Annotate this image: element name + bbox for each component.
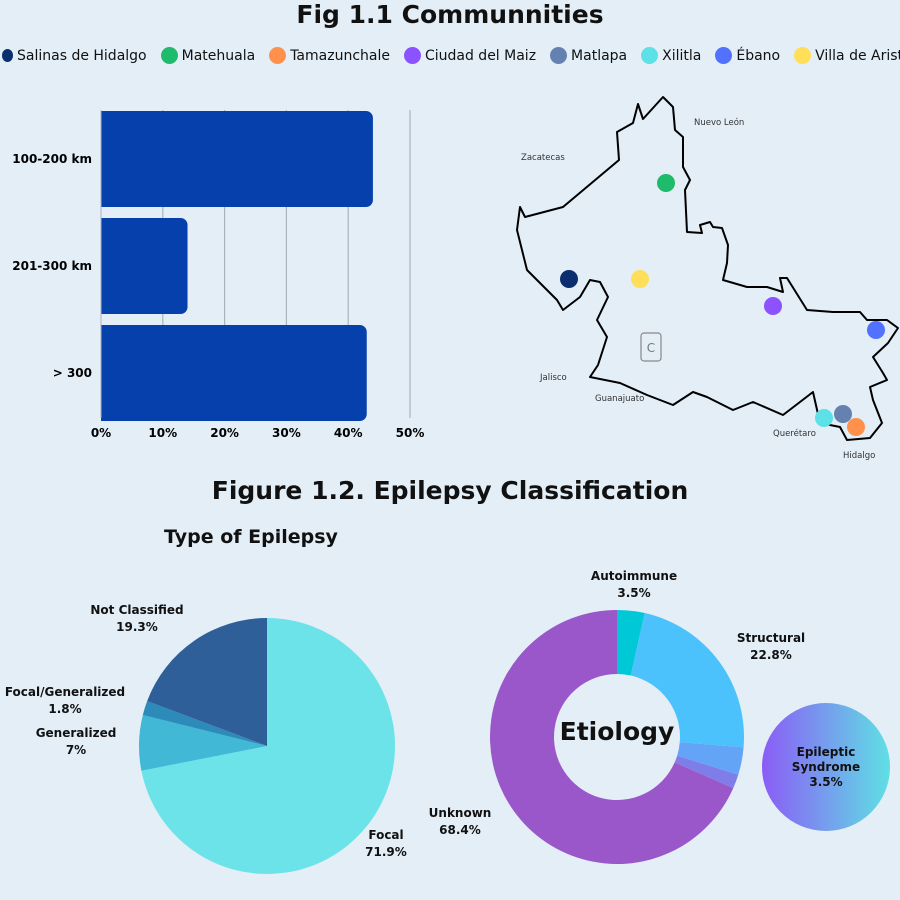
map-label-guanajuato: Guanajuato bbox=[595, 394, 645, 404]
pie-slice bbox=[677, 742, 744, 775]
legend-dot-icon bbox=[641, 47, 659, 64]
community-marker bbox=[834, 405, 852, 423]
legend-item: Salinas de Hidalgo bbox=[2, 48, 147, 64]
legend-label: Salinas de Hidalgo bbox=[17, 47, 147, 64]
legend-label: Villa de Arista bbox=[815, 47, 900, 64]
donut-center-title: Etiology bbox=[559, 717, 675, 746]
legend-item: Ébano bbox=[715, 47, 780, 64]
bar bbox=[100, 218, 188, 314]
legend-item: Matehuala bbox=[160, 47, 256, 64]
svg-text:C: C bbox=[647, 341, 655, 355]
legend-dot-icon bbox=[794, 47, 812, 64]
label-structural: Structural 22.8% bbox=[736, 631, 806, 662]
legend-dot-icon bbox=[403, 47, 421, 64]
legend-label: Xilitla bbox=[662, 47, 702, 64]
label-focal-generalized: Focal/Generalized 1.8% bbox=[4, 685, 126, 716]
x-tick-label: 30% bbox=[272, 426, 301, 440]
pie-slice bbox=[630, 613, 745, 748]
community-marker bbox=[764, 297, 782, 315]
legend-dot-icon bbox=[2, 49, 13, 62]
legend-item: Ciudad del Maiz bbox=[403, 47, 537, 64]
map-label-jalisco: Jalisco bbox=[540, 373, 567, 383]
state-outline bbox=[516, 96, 899, 441]
pie-slice bbox=[490, 610, 734, 864]
community-marker bbox=[631, 270, 649, 288]
coat-of-arms-icon: C bbox=[640, 332, 662, 362]
y-category-label: > 300 bbox=[53, 366, 92, 380]
x-tick-label: 20% bbox=[210, 426, 239, 440]
community-marker bbox=[867, 321, 885, 339]
legend-dot-icon bbox=[269, 47, 287, 64]
san-luis-potosi-map: C bbox=[516, 96, 899, 441]
map-label-zacatecas: Zacatecas bbox=[521, 153, 565, 163]
community-marker bbox=[560, 270, 578, 288]
pie-slice bbox=[674, 755, 739, 789]
community-marker bbox=[847, 418, 865, 436]
fig2-title: Figure 1.2. Epilepsy Classification bbox=[211, 476, 689, 505]
map-label-nuevo-leon: Nuevo León bbox=[694, 118, 745, 128]
pie-slice bbox=[617, 610, 645, 676]
y-category-label: 201-300 km bbox=[12, 259, 92, 273]
legend-item: Matlapa bbox=[550, 47, 627, 64]
legend-dot-icon bbox=[550, 47, 568, 64]
label-not-classified: Not Classified 19.3% bbox=[90, 603, 184, 634]
community-marker bbox=[657, 174, 675, 192]
label-focal: Focal 71.9% bbox=[365, 828, 407, 859]
map-label-queretaro: Querétaro bbox=[773, 429, 816, 439]
legend-label: Matlapa bbox=[571, 47, 628, 64]
pie-slice bbox=[142, 701, 267, 746]
legend-item: Tamazunchale bbox=[269, 47, 390, 64]
label-unknown: Unknown 68.4% bbox=[428, 806, 492, 837]
pie-title: Type of Epilepsy bbox=[164, 526, 338, 548]
pie-slice bbox=[141, 618, 395, 874]
label-autoimmune: Autoimmune 3.5% bbox=[590, 569, 678, 600]
x-tick-label: 0% bbox=[91, 426, 111, 440]
pie-slice bbox=[139, 714, 267, 771]
y-category-label: 100-200 km bbox=[12, 152, 92, 166]
legend-item: Villa de Arista bbox=[794, 47, 900, 64]
legend-item: Xilitla bbox=[641, 47, 701, 64]
legend-dot-icon bbox=[160, 47, 178, 64]
epileptic-syndrome-bubble: Epileptic Syndrome 3.5% bbox=[762, 703, 890, 831]
bar bbox=[101, 111, 373, 207]
community-marker bbox=[815, 409, 833, 427]
x-tick-label: 10% bbox=[148, 426, 177, 440]
legend-label: Ciudad del Maiz bbox=[424, 47, 537, 64]
legend-label: Matehuala bbox=[181, 47, 256, 64]
pie-slice bbox=[147, 618, 267, 746]
legend-dot-icon bbox=[715, 47, 733, 64]
x-tick-label: 50% bbox=[396, 426, 425, 440]
label-generalized: Generalized 7% bbox=[35, 726, 117, 757]
x-tick-label: 40% bbox=[334, 426, 363, 440]
legend-label: Tamazunchale bbox=[290, 47, 390, 64]
fig1-title: Fig 1.1 Communnities bbox=[296, 0, 604, 29]
map-label-hidalgo: Hidalgo bbox=[843, 451, 876, 461]
legend-label: Ébano bbox=[736, 47, 781, 64]
map-legend: Salinas de Hidalgo Matehuala Tamazunchale C… bbox=[0, 47, 900, 64]
distance-bar-chart: 0% 10% 20% 30% 40% 50% 100-200 km 201-300 km > 3… bbox=[12, 110, 425, 440]
bar bbox=[101, 325, 367, 421]
